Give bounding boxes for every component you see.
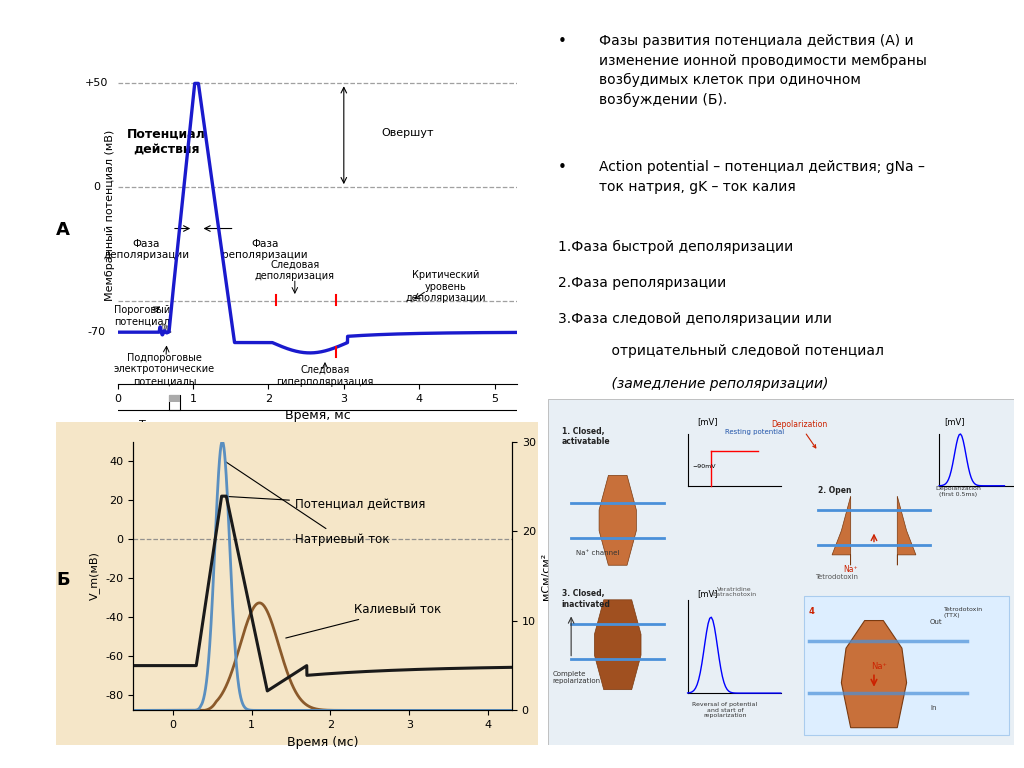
Polygon shape: [594, 600, 641, 690]
Text: Reversal of potential
and start of
repolarization: Reversal of potential and start of repol…: [692, 702, 758, 718]
Text: 0: 0: [93, 182, 100, 192]
Text: Подпороговые
электротонические
потенциалы: Подпороговые электротонические потенциал…: [114, 353, 215, 386]
Text: [mV]: [mV]: [944, 417, 965, 425]
Y-axis label: Мембранный потенциал (мВ): Мембранный потенциал (мВ): [105, 130, 115, 300]
Text: Потенциал действия: Потенциал действия: [224, 496, 425, 511]
Text: Пороговый
потенциал: Пороговый потенциал: [114, 305, 170, 326]
Y-axis label: V_m(мВ): V_m(мВ): [89, 551, 99, 601]
Text: Resting potential: Resting potential: [725, 429, 784, 435]
X-axis label: Время, мс: Время, мс: [285, 409, 350, 422]
Text: −90mV: −90mV: [692, 465, 716, 469]
Polygon shape: [833, 496, 851, 565]
Text: [mV]: [mV]: [697, 590, 718, 598]
Text: 4: 4: [809, 607, 815, 616]
Text: Б: Б: [56, 571, 70, 589]
Polygon shape: [599, 475, 636, 565]
Text: Tetrodotoxin
(TTX): Tetrodotoxin (TTX): [944, 607, 983, 617]
Text: •: •: [558, 34, 567, 49]
Bar: [804, 597, 1009, 734]
Text: (замедление реполяризации): (замедление реполяризации): [594, 377, 828, 391]
Text: отрицательный следовой потенциал: отрицательный следовой потенциал: [594, 344, 884, 359]
Text: Complete
repolarization: Complete repolarization: [553, 670, 601, 684]
Text: +50: +50: [85, 78, 109, 88]
Text: -70: -70: [88, 327, 105, 337]
Text: Veratridine
Batrachotoxin: Veratridine Batrachotoxin: [712, 587, 757, 598]
Polygon shape: [897, 496, 915, 565]
Text: Овершут: Овершут: [382, 128, 434, 138]
Text: Action potential – потенциал действия; gNa –
ток натрия, gK – ток калия: Action potential – потенциал действия; g…: [599, 161, 925, 194]
Text: Потенциал
действия: Потенциал действия: [127, 127, 206, 155]
Text: Na⁺: Na⁺: [844, 565, 858, 574]
Text: Na⁺ channel: Na⁺ channel: [575, 550, 620, 556]
Text: 3.Фаза следовой деполяризации или: 3.Фаза следовой деполяризации или: [558, 312, 833, 326]
Text: Толчок тока: Толчок тока: [139, 420, 210, 430]
Text: 3. Closed,
inactivated: 3. Closed, inactivated: [562, 590, 610, 609]
Text: Tetrodotoxin: Tetrodotoxin: [815, 574, 858, 580]
Text: 2. Open: 2. Open: [818, 486, 852, 495]
Text: 1.Фаза быстрой деполяризации: 1.Фаза быстрой деполяризации: [558, 240, 794, 253]
Text: In: In: [930, 705, 936, 711]
Y-axis label: мСм/см²: мСм/см²: [542, 552, 551, 600]
Text: Фазы развития потенциала действия (А) и
изменение ионной проводимости мембраны
в: Фазы развития потенциала действия (А) и …: [599, 34, 927, 107]
Text: Фаза
реполяризации: Фаза реполяризации: [222, 239, 307, 260]
Text: Критический
уровень
деполяризации: Критический уровень деполяризации: [406, 270, 485, 303]
Text: Depolarization
(first 0.5ms): Depolarization (first 0.5ms): [935, 486, 981, 497]
Text: 1. Closed,
activatable: 1. Closed, activatable: [562, 427, 610, 446]
Text: •: •: [558, 161, 567, 175]
Text: Натриевый ток: Натриевый ток: [224, 461, 389, 546]
X-axis label: Время (мс): Время (мс): [287, 736, 358, 749]
Text: 2.Фаза реполяризации: 2.Фаза реполяризации: [558, 276, 726, 290]
Text: Калиевый ток: Калиевый ток: [286, 603, 441, 638]
Text: Out: Out: [930, 619, 942, 625]
Polygon shape: [842, 621, 906, 728]
Text: Следовая
гиперполяризация: Следовая гиперполяризация: [276, 365, 374, 386]
Text: Depolarization: Depolarization: [771, 420, 827, 448]
Text: Следовая
деполяризация: Следовая деполяризация: [255, 259, 335, 281]
Text: Фаза
деполяризации: Фаза деполяризации: [103, 239, 189, 260]
Text: [mV]: [mV]: [697, 417, 718, 425]
Text: Na⁺: Na⁺: [870, 662, 887, 671]
Text: А: А: [56, 221, 71, 240]
